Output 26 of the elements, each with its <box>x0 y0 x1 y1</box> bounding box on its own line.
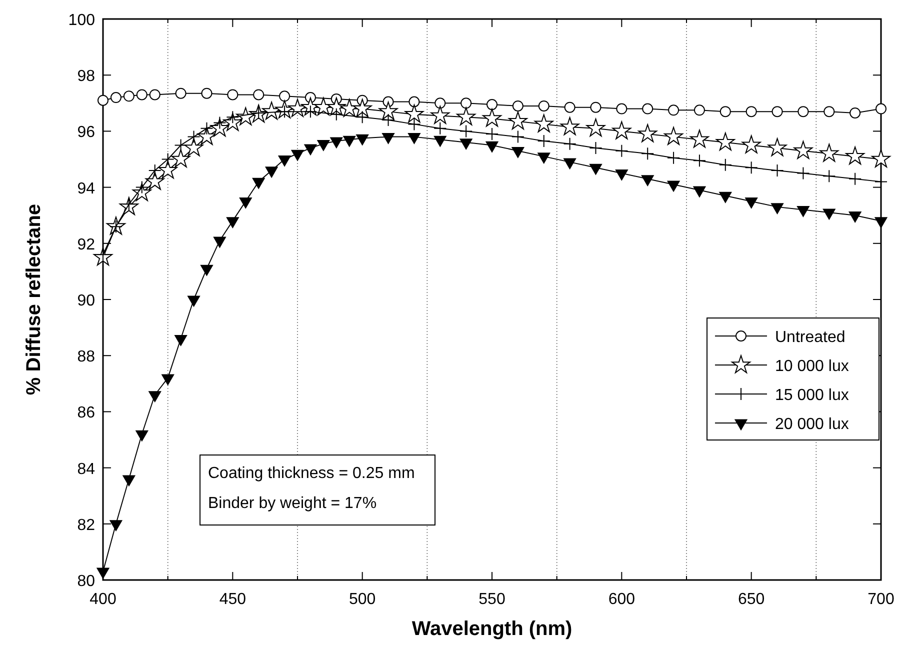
x-tick-label: 400 <box>90 591 116 608</box>
x-tick-label: 650 <box>738 591 765 608</box>
x-tick-label: 700 <box>868 591 894 608</box>
y-tick-label: 88 <box>77 348 96 366</box>
x-tick-label: 500 <box>348 591 376 608</box>
y-tick-label: 90 <box>77 292 96 310</box>
legend-label: 15 000 lux <box>775 387 849 404</box>
y-tick-label: 82 <box>77 516 96 534</box>
legend-label: 20 000 lux <box>775 416 849 433</box>
y-axis-title: % Diffuse reflectane <box>23 204 45 396</box>
annotation: Coating thickness = 0.25 mm <box>208 465 415 482</box>
x-tick-label: 450 <box>219 591 246 608</box>
x-tick-label: 550 <box>478 591 506 608</box>
y-tick-label: 86 <box>77 404 96 422</box>
x-axis-title: Wavelength (nm) <box>412 618 572 640</box>
y-tick-label: 80 <box>77 573 96 590</box>
legend-label: Untreated <box>775 329 846 346</box>
y-tick-label: 96 <box>77 124 96 142</box>
legend-label: 10 000 lux <box>775 358 849 375</box>
y-tick-label: 92 <box>77 236 96 254</box>
y-tick-label: 100 <box>68 12 96 29</box>
y-tick-label: 84 <box>77 460 96 478</box>
x-tick-label: 600 <box>608 591 636 608</box>
y-tick-label: 94 <box>77 180 96 198</box>
annotation: Binder by weight = 17% <box>208 495 377 512</box>
y-tick-label: 98 <box>77 68 96 86</box>
